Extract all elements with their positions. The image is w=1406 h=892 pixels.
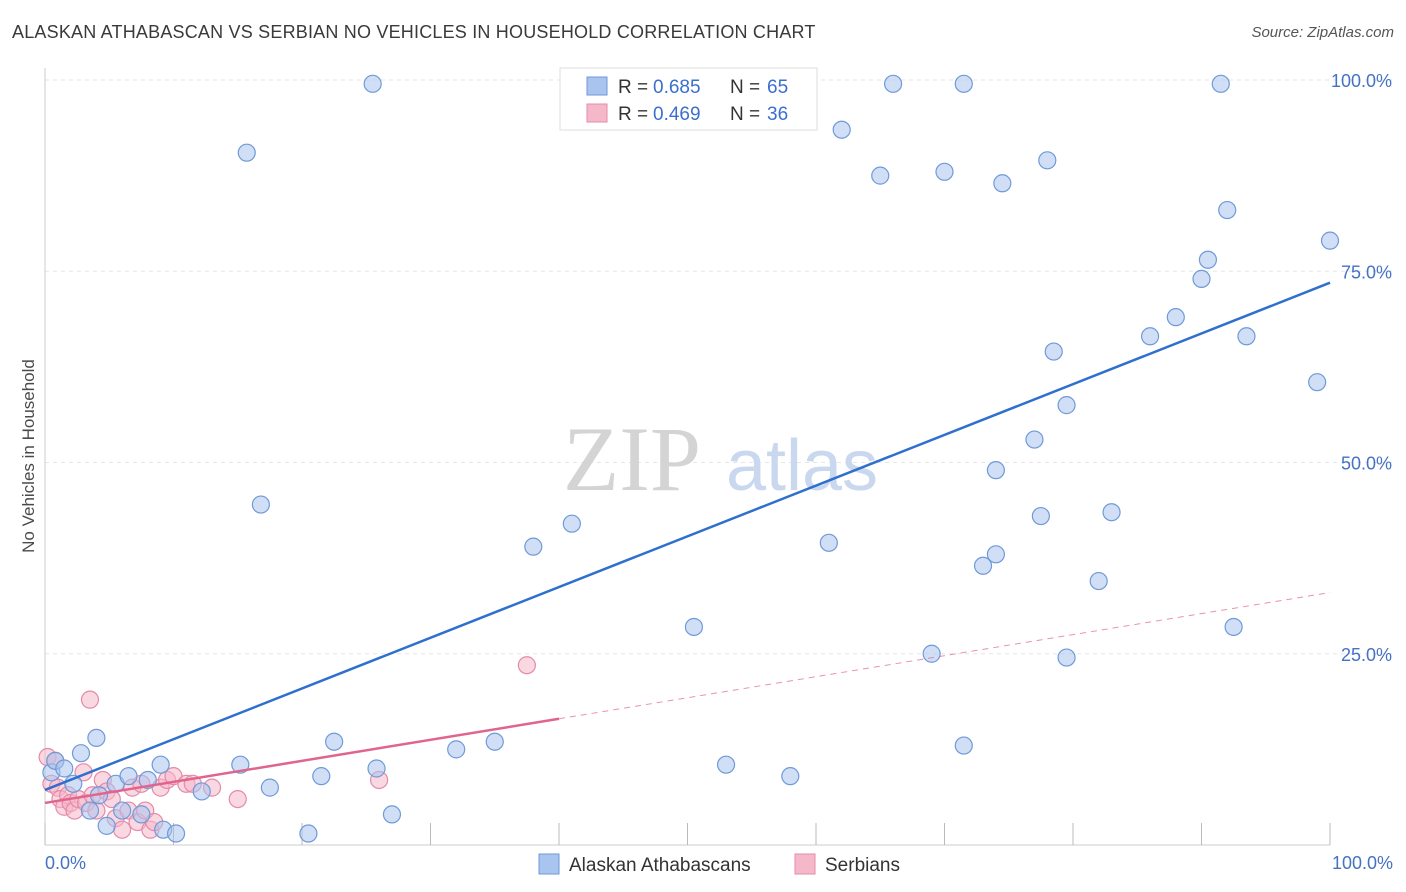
alaskan-point-27	[382, 805, 402, 824]
trend-lines	[44, 281, 1331, 805]
chart-title: ALASKAN ATHABASCAN VS SERBIAN NO VEHICLE…	[12, 22, 816, 42]
serbian-trend-extension	[558, 592, 1331, 720]
legend-n-label-1: N =	[730, 77, 760, 98]
legend-r-label-2: R =	[618, 104, 648, 125]
alaskan-point-54	[1102, 503, 1121, 522]
alaskan-point-37	[871, 166, 890, 185]
alaskan-point-61	[1224, 617, 1243, 637]
legend-r-value-2: 0.469	[653, 104, 701, 125]
alaskan-point-26	[367, 759, 386, 778]
bottom-legend-label-alaskan: Alaskan Athabascans	[569, 855, 751, 876]
alaskan-point-14	[151, 755, 170, 774]
alaskan-point-49	[1038, 151, 1057, 170]
alaskan-point-35	[819, 533, 838, 552]
legend-n-value-1: 65	[767, 77, 788, 98]
watermark-zip: ZIP	[563, 408, 701, 510]
serbian-point-33	[228, 789, 247, 809]
alaskan-point-30	[524, 537, 543, 556]
alaskan-point-59	[1211, 74, 1230, 93]
alaskan-point-55	[1140, 327, 1160, 346]
alaskan-point-58	[1198, 250, 1218, 269]
watermark: ZIP atlas	[563, 408, 878, 510]
serbian-point-19	[112, 820, 132, 839]
alaskan-point-51	[1057, 396, 1076, 415]
alaskan-point-2	[55, 759, 74, 778]
alaskan-point-22	[299, 824, 318, 843]
bottom-legend-swatch-serbian	[794, 853, 816, 875]
alaskan-point-64	[1320, 231, 1340, 250]
alaskan-point-39	[922, 644, 941, 663]
source-label: Source: ZipAtlas.com	[1251, 24, 1394, 41]
alaskan-point-53	[1089, 571, 1108, 591]
y-axis-label: No Vehicles in Household	[19, 359, 38, 553]
alaskan-point-44	[986, 545, 1006, 564]
bottom-legend: Alaskan Athabascans Serbians	[538, 853, 900, 876]
alaskan-point-4	[71, 744, 91, 763]
alaskan-point-56	[1166, 308, 1185, 327]
alaskan-point-11	[119, 767, 138, 786]
bottom-legend-swatch-alaskan	[538, 853, 560, 875]
x-tick-label-0: 0.0%	[45, 853, 86, 873]
alaskan-point-46	[986, 461, 1006, 480]
alaskan-point-16	[166, 824, 186, 843]
alaskan-point-57	[1192, 269, 1211, 288]
alaskan-point-24	[325, 732, 344, 751]
alaskan-point-60	[1218, 200, 1237, 220]
watermark-atlas: atlas	[726, 426, 878, 506]
legend-swatch-alaskan	[586, 76, 608, 96]
alaskan-trend-line	[44, 281, 1331, 792]
y-tick-label-2: 75.0%	[1341, 262, 1392, 282]
serbian-point-12	[80, 690, 100, 709]
y-tick-label-1: 50.0%	[1341, 454, 1392, 474]
alaskan-point-31	[562, 514, 581, 533]
alaskan-point-63	[1308, 373, 1327, 392]
alaskan-point-29	[485, 732, 504, 751]
alaskan-point-34	[781, 767, 800, 786]
alaskan-point-23	[312, 767, 331, 786]
alaskan-point-20	[251, 495, 270, 514]
gridlines	[45, 79, 1392, 655]
legend-r-value-1: 0.685	[653, 77, 701, 98]
alaskan-point-10	[112, 801, 132, 820]
legend-n-value-2: 36	[767, 104, 788, 125]
legend-box: R = 0.685 N = 65 R = 0.469 N = 36	[559, 67, 818, 131]
alaskan-point-33	[716, 755, 736, 774]
legend-n-label-2: N =	[730, 104, 760, 125]
alaskan-point-32	[684, 617, 704, 637]
alaskan-point-50	[1044, 342, 1063, 361]
serbian-trend-line	[44, 717, 560, 805]
legend-r-label-1: R =	[618, 77, 648, 98]
alaskan-point-19	[237, 143, 256, 162]
alaskan-point-21	[260, 778, 279, 797]
alaskan-point-36	[832, 120, 851, 139]
alaskan-point-40	[935, 162, 954, 181]
alaskan-point-48	[1031, 506, 1050, 526]
alaskan-point-25	[363, 74, 382, 93]
alaskan-point-18	[231, 755, 250, 774]
alaskan-point-62	[1237, 327, 1256, 346]
alaskan-point-43	[973, 556, 993, 575]
alaskan-point-45	[993, 174, 1012, 193]
tick-labels: 25.0% 50.0% 75.0% 100.0% 0.0% 100.0%	[45, 71, 1393, 873]
alaskan-point-47	[1025, 430, 1044, 449]
alaskan-point-12	[132, 805, 151, 824]
y-tick-label-0: 25.0%	[1341, 645, 1392, 665]
alaskan-point-52	[1057, 648, 1076, 667]
alaskan-point-5	[80, 801, 100, 820]
alaskan-point-41	[954, 74, 973, 93]
alaskan-point-8	[97, 816, 116, 835]
legend-swatch-serbian	[586, 103, 608, 123]
x-tick-label-1: 100.0%	[1332, 853, 1393, 873]
alaskan-point-17	[192, 782, 211, 801]
bottom-legend-label-serbian: Serbians	[825, 855, 900, 876]
alaskan-point-6	[87, 728, 106, 748]
alaskan-point-38	[883, 74, 903, 93]
alaskan-point-42	[954, 736, 973, 755]
serbian-point-35	[517, 656, 536, 675]
alaskan-point-28	[447, 740, 466, 759]
y-tick-label-3: 100.0%	[1331, 71, 1392, 91]
